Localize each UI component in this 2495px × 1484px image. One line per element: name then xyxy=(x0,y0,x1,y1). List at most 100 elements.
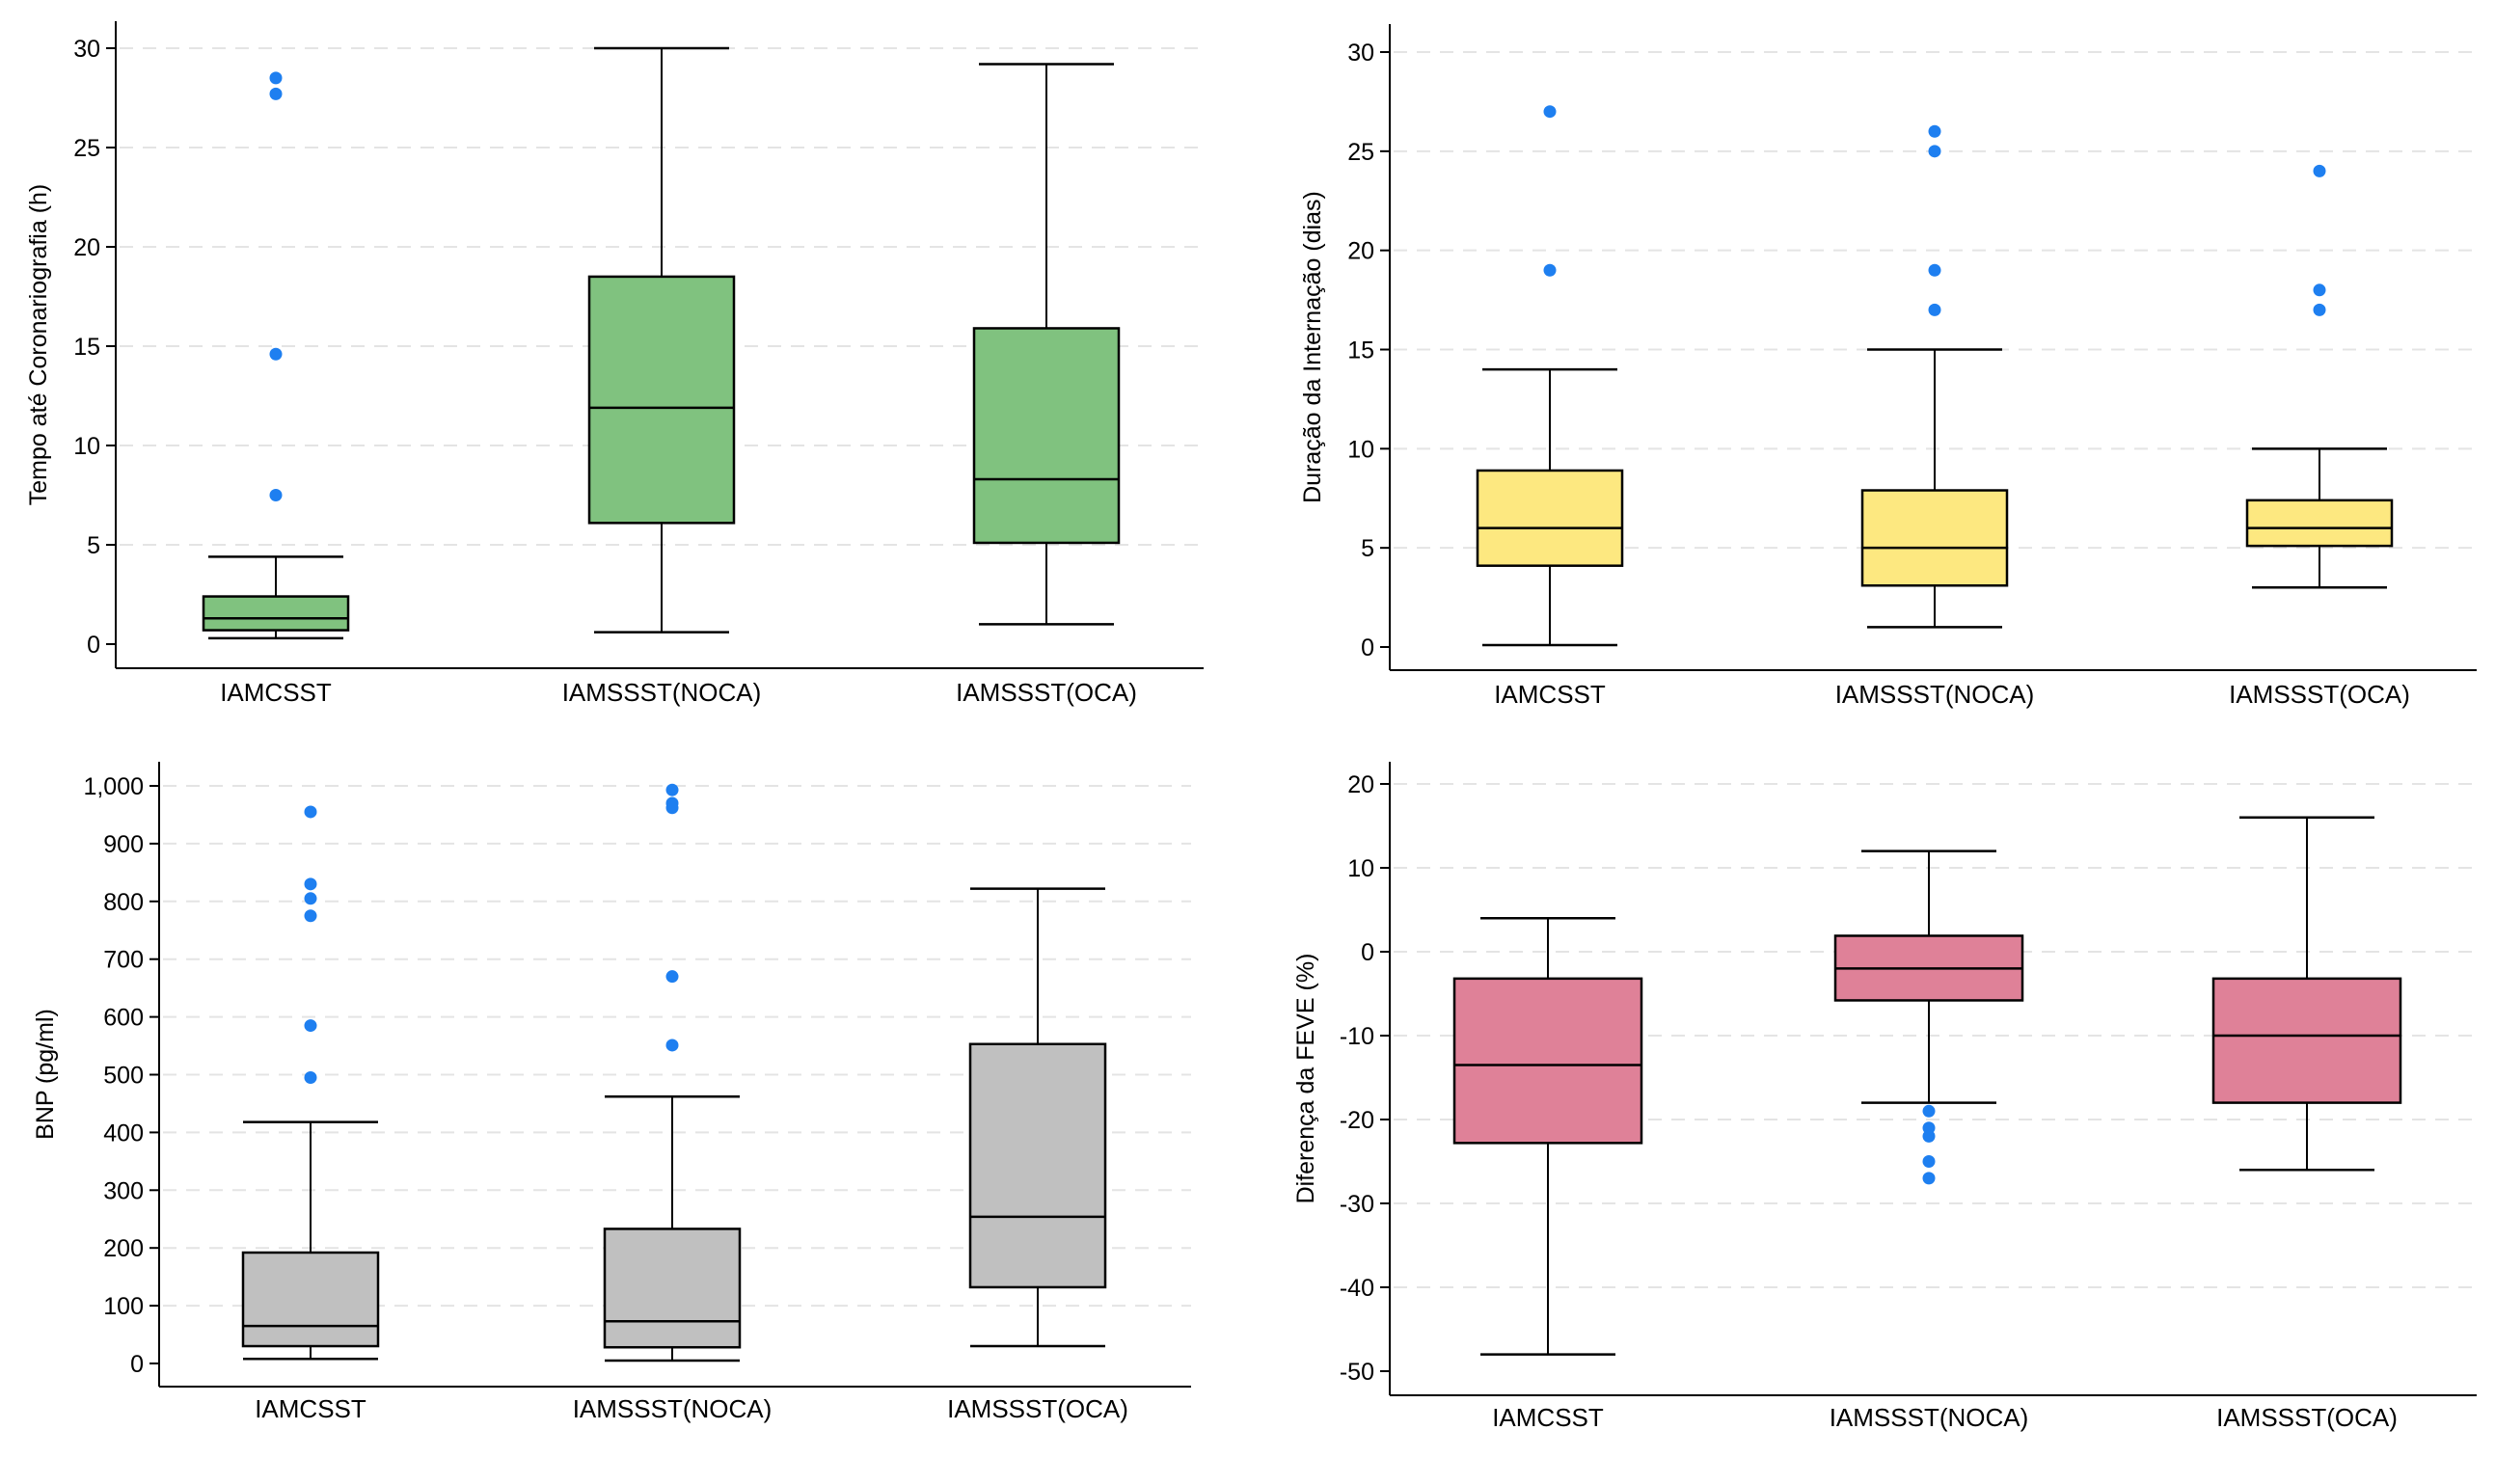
outlier-point xyxy=(304,1070,317,1084)
outlier-point xyxy=(1922,1172,1936,1185)
outlier-point xyxy=(269,87,283,100)
outlier-point xyxy=(1543,263,1557,277)
box-iamssst-oca xyxy=(2245,164,2394,589)
outlier-point xyxy=(304,877,317,891)
outlier-point xyxy=(665,970,679,984)
outlier-point xyxy=(1928,124,1941,138)
y-tick-label: 25 xyxy=(73,135,100,162)
y-axis-title: Diferença da FEVE (%) xyxy=(1292,954,1319,1204)
outlier-point xyxy=(304,1019,317,1033)
y-tick-label: 600 xyxy=(103,1005,144,1032)
y-tick-label: 900 xyxy=(103,831,144,858)
y-tick-label: -50 xyxy=(1340,1359,1374,1386)
outlier-point xyxy=(304,892,317,905)
iqr-box xyxy=(202,595,350,632)
x-category-label: IAMCSST xyxy=(1492,1403,1604,1432)
y-tick-label: 30 xyxy=(1347,40,1374,67)
y-tick-label: 100 xyxy=(103,1293,144,1320)
iqr-box xyxy=(603,1228,742,1349)
y-tick-label: 5 xyxy=(87,532,100,559)
x-category-label: IAMCSST xyxy=(220,678,332,707)
y-tick-label: 800 xyxy=(103,889,144,916)
box-iamssst-oca xyxy=(972,63,1121,626)
x-category-label: IAMCSST xyxy=(1494,680,1606,709)
outlier-point xyxy=(1922,1155,1936,1168)
box-iamssst-noca xyxy=(603,783,742,1363)
y-tick-label: 1,000 xyxy=(83,773,144,800)
box-iamcsst xyxy=(1476,105,1624,647)
x-category-label: IAMSSST(OCA) xyxy=(2229,680,2410,709)
iqr-box xyxy=(2211,977,2402,1104)
chart-panel-4: -50 -40 -30 -20 -10 0 10 20 Diferença da FEVE (%… xyxy=(1292,762,2477,1432)
box-iamssst-noca xyxy=(1860,124,2009,629)
y-tick-label: -10 xyxy=(1340,1023,1374,1050)
x-category-label: IAMSSST(NOCA) xyxy=(1835,680,2035,709)
iqr-box xyxy=(1452,977,1643,1145)
y-tick-label: 0 xyxy=(1361,634,1374,661)
outlier-point xyxy=(1928,145,1941,158)
y-tick-label: -20 xyxy=(1340,1107,1374,1134)
iqr-box xyxy=(1860,489,2009,587)
y-tick-label: -30 xyxy=(1340,1191,1374,1218)
box-iamcsst xyxy=(1452,916,1643,1356)
chart-panel-1: 0 5 10 15 20 25 30 Tempo até Coronariografia (h… xyxy=(25,21,1204,707)
chart-panel-2: 0 5 10 15 20 25 30 Duração da Internação (dias)… xyxy=(1299,24,2477,709)
y-axis-title: BNP (pg/ml) xyxy=(32,1009,59,1140)
y-tick-label: 15 xyxy=(1347,337,1374,364)
y-tick-label: 15 xyxy=(73,334,100,361)
box-iamssst-noca xyxy=(587,46,736,634)
y-tick-label: 20 xyxy=(1347,238,1374,265)
y-tick-label: 20 xyxy=(1347,771,1374,798)
box-iamssst-oca xyxy=(2211,816,2402,1172)
box-iamssst-noca xyxy=(1833,850,2024,1185)
outlier-point xyxy=(1922,1104,1936,1118)
outlier-point xyxy=(2313,303,2326,316)
box-iamssst-oca xyxy=(968,887,1107,1348)
y-tick-label: 10 xyxy=(1347,436,1374,463)
y-tick-label: -40 xyxy=(1340,1275,1374,1302)
x-category-label: IAMSSST(NOCA) xyxy=(1830,1403,2029,1432)
y-tick-label: 0 xyxy=(87,632,100,659)
outlier-point xyxy=(2313,283,2326,297)
outlier-point xyxy=(1922,1129,1936,1143)
x-category-label: IAMSSST(NOCA) xyxy=(562,678,762,707)
outlier-point xyxy=(304,909,317,923)
y-tick-label: 400 xyxy=(103,1120,144,1147)
y-axis-title: Duração da Internação (dias) xyxy=(1299,191,1326,503)
outlier-point xyxy=(1928,303,1941,316)
y-tick-label: 20 xyxy=(73,234,100,261)
outlier-point xyxy=(269,489,283,501)
y-tick-label: 700 xyxy=(103,947,144,974)
iqr-box xyxy=(587,275,736,525)
outlier-point xyxy=(269,71,283,85)
outlier-point xyxy=(665,1039,679,1052)
x-category-label: IAMSSST(OCA) xyxy=(956,678,1137,707)
x-category-label: IAMSSST(OCA) xyxy=(947,1394,1128,1423)
y-tick-label: 500 xyxy=(103,1063,144,1090)
iqr-box xyxy=(972,327,1121,545)
y-axis-title: Tempo até Coronariografia (h) xyxy=(25,184,52,506)
iqr-box xyxy=(968,1042,1107,1289)
x-category-label: IAMCSST xyxy=(255,1394,366,1423)
y-tick-label: 0 xyxy=(1361,939,1374,966)
x-category-label: IAMSSST(OCA) xyxy=(2216,1403,2398,1432)
y-tick-label: 30 xyxy=(73,36,100,63)
outlier-point xyxy=(269,347,283,361)
chart-panel-3: 0 100 200 300 400 500 600 700 800 900 1,000 BNP (pg… xyxy=(32,762,1191,1423)
box-iamcsst xyxy=(241,805,380,1361)
iqr-box xyxy=(1476,469,1624,567)
outlier-point xyxy=(1928,263,1941,277)
outlier-point xyxy=(665,783,679,796)
y-tick-label: 25 xyxy=(1347,139,1374,166)
outlier-point xyxy=(1543,105,1557,119)
y-tick-label: 0 xyxy=(130,1351,144,1378)
box-iamcsst xyxy=(202,71,350,640)
outlier-point xyxy=(304,805,317,819)
iqr-box xyxy=(241,1251,380,1348)
y-tick-label: 200 xyxy=(103,1235,144,1262)
y-tick-label: 300 xyxy=(103,1177,144,1204)
outlier-point xyxy=(2313,164,2326,177)
y-tick-label: 10 xyxy=(1347,855,1374,882)
y-tick-label: 5 xyxy=(1361,535,1374,562)
